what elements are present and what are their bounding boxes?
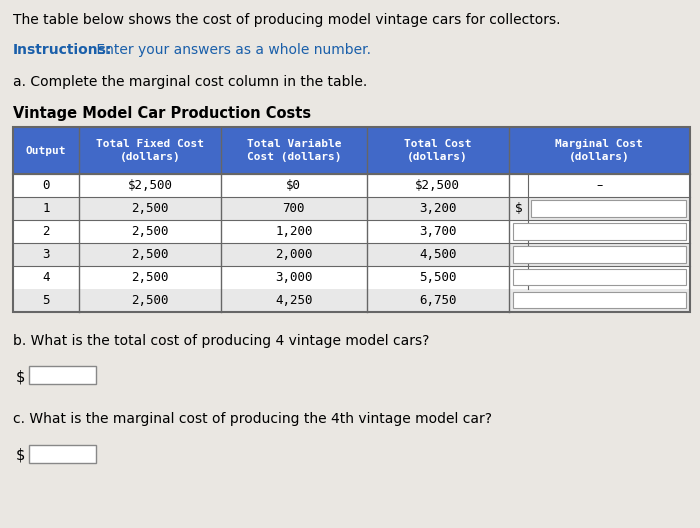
Text: (dollars): (dollars) xyxy=(120,153,181,163)
Text: Cost (dollars): Cost (dollars) xyxy=(246,153,341,163)
Text: $2,500: $2,500 xyxy=(415,180,460,192)
Text: 3,700: 3,700 xyxy=(419,225,456,238)
Text: c. What is the marginal cost of producing the 4th vintage model car?: c. What is the marginal cost of producin… xyxy=(13,412,491,426)
Text: Vintage Model Car Production Costs: Vintage Model Car Production Costs xyxy=(13,106,311,120)
Text: $: $ xyxy=(16,448,25,463)
Text: 6,750: 6,750 xyxy=(419,294,456,307)
Text: 2,500: 2,500 xyxy=(132,202,169,215)
Text: $2,500: $2,500 xyxy=(127,180,172,192)
Text: 2,000: 2,000 xyxy=(275,248,313,261)
Text: Total Fixed Cost: Total Fixed Cost xyxy=(96,139,204,149)
Text: Output: Output xyxy=(25,146,66,156)
Text: Marginal Cost: Marginal Cost xyxy=(555,139,643,149)
Text: 2,500: 2,500 xyxy=(132,294,169,307)
Text: $: $ xyxy=(16,370,25,384)
Text: 4: 4 xyxy=(42,271,50,284)
Text: 4,250: 4,250 xyxy=(275,294,313,307)
Text: Total Variable: Total Variable xyxy=(246,139,341,149)
Text: 2: 2 xyxy=(42,225,50,238)
Text: –: – xyxy=(596,180,602,192)
Text: 700: 700 xyxy=(283,202,305,215)
Text: 2,500: 2,500 xyxy=(132,271,169,284)
Text: 0: 0 xyxy=(42,180,50,192)
Text: 3,200: 3,200 xyxy=(419,202,456,215)
Text: 1: 1 xyxy=(42,202,50,215)
Text: b. What is the total cost of producing 4 vintage model cars?: b. What is the total cost of producing 4… xyxy=(13,334,429,348)
Text: 5: 5 xyxy=(42,294,50,307)
Text: 2,500: 2,500 xyxy=(132,248,169,261)
Text: The table below shows the cost of producing model vintage cars for collectors.: The table below shows the cost of produc… xyxy=(13,13,560,27)
Text: (dollars): (dollars) xyxy=(407,153,468,163)
Text: 2,500: 2,500 xyxy=(132,225,169,238)
Text: Instructions:: Instructions: xyxy=(13,43,112,58)
Text: 3,000: 3,000 xyxy=(275,271,313,284)
Text: Total Cost: Total Cost xyxy=(404,139,471,149)
Text: a. Complete the marginal cost column in the table.: a. Complete the marginal cost column in … xyxy=(13,75,367,89)
Text: (dollars): (dollars) xyxy=(569,153,629,163)
Text: 4,500: 4,500 xyxy=(419,248,456,261)
Text: Enter your answers as a whole number.: Enter your answers as a whole number. xyxy=(92,43,371,58)
Text: 1,200: 1,200 xyxy=(275,225,313,238)
Text: 5,500: 5,500 xyxy=(419,271,456,284)
Text: $0: $0 xyxy=(286,180,302,192)
Text: 3: 3 xyxy=(42,248,50,261)
Text: $: $ xyxy=(514,202,523,215)
